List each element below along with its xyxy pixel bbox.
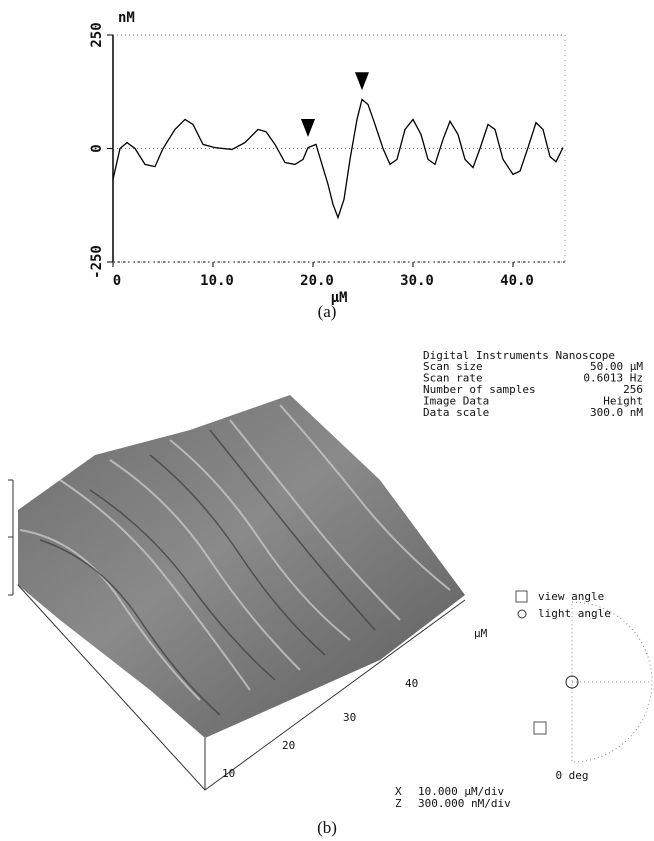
axis-tick-label: 40 xyxy=(405,677,418,690)
caption: (a) xyxy=(318,302,337,321)
light-angle-label: light angle xyxy=(538,607,611,620)
surface-plot xyxy=(8,395,465,790)
profile-line xyxy=(113,99,563,217)
light-icon xyxy=(518,610,526,618)
axis-tick-label: 10 xyxy=(222,767,235,780)
scale-z-axis: Z xyxy=(395,797,402,810)
axis-unit: µM xyxy=(474,627,488,640)
y-unit: nM xyxy=(118,10,135,26)
axis-tick-label: 20 xyxy=(282,739,295,752)
caption: (b) xyxy=(317,818,337,837)
x-tick-label: 20.0 xyxy=(300,273,334,289)
x-tick-label: 0 xyxy=(113,273,121,289)
info-value: 300.0 nM xyxy=(590,406,643,419)
info-label: Data scale xyxy=(423,406,489,419)
x-tick-label: 40.0 xyxy=(500,273,534,289)
x-tick-label: 10.0 xyxy=(200,273,234,289)
figure: nM µM -2500250010.020.030.040.0 (a) Digi… xyxy=(0,0,654,841)
y-tick-label: 250 xyxy=(89,22,105,47)
axis-tick-label: 30 xyxy=(343,711,356,724)
y-tick-label: 0 xyxy=(89,144,105,152)
page: nM µM -2500250010.020.030.040.0 (a) Digi… xyxy=(0,0,654,841)
surface xyxy=(18,395,465,738)
view-angle-label: view angle xyxy=(538,590,604,603)
y-tick-label: -250 xyxy=(89,245,105,279)
x-tick-label: 30.0 xyxy=(400,273,434,289)
marker xyxy=(355,72,369,90)
scale-z-value: 300.000 nM/div xyxy=(418,797,511,810)
view-icon xyxy=(516,591,527,602)
marker xyxy=(301,119,315,137)
view-position xyxy=(534,722,546,734)
angle-value: 0 deg xyxy=(555,769,588,782)
